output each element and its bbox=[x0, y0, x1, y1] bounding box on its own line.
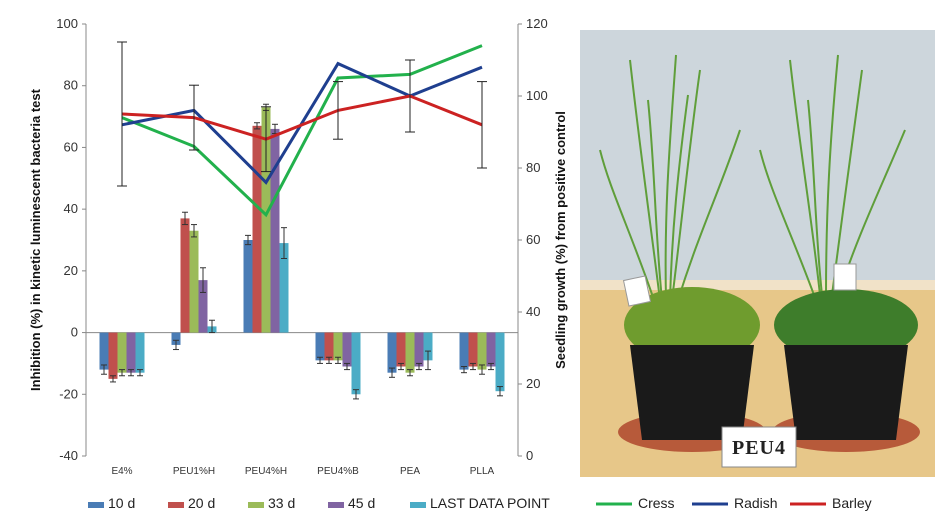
line-radish bbox=[121, 61, 483, 185]
legend-label: Radish bbox=[734, 495, 778, 511]
barley-left bbox=[599, 54, 741, 301]
bar-33-d bbox=[333, 332, 343, 361]
legend: 10 d 20 d 33 d 45 d LAST DATA POINT Cress Radi… bbox=[88, 495, 872, 511]
legend-swatch bbox=[410, 502, 426, 508]
bar-45-d bbox=[342, 332, 352, 367]
bar-33-d bbox=[477, 332, 487, 370]
left-tick-label: 80 bbox=[64, 78, 78, 93]
bar-10-d bbox=[459, 332, 469, 370]
bar-20-d bbox=[252, 125, 262, 333]
category-label: PEU1%H bbox=[173, 466, 215, 477]
right-tick-label: 80 bbox=[526, 160, 540, 175]
legend-label: 33 d bbox=[268, 495, 295, 511]
right-axis-title: Seedling growth (%) from positive contro… bbox=[553, 111, 568, 369]
bar-45-d bbox=[486, 332, 496, 367]
left-tick-label: -20 bbox=[59, 386, 78, 401]
left-tick-label: 0 bbox=[71, 325, 78, 340]
legend-label: 45 d bbox=[348, 495, 375, 511]
bar-10-d bbox=[387, 332, 397, 373]
left-tick-label: 60 bbox=[64, 139, 78, 154]
plant-photo: PEU4 bbox=[580, 30, 935, 477]
bar-20-d bbox=[468, 332, 478, 367]
photo-sky bbox=[580, 30, 935, 280]
left-tick-label: -40 bbox=[59, 448, 78, 463]
bar-10-d bbox=[243, 240, 253, 333]
right-tick-label: 40 bbox=[526, 304, 540, 319]
cress-left bbox=[624, 287, 760, 363]
pot-left bbox=[630, 345, 754, 440]
bar-last-data-point bbox=[135, 332, 145, 373]
photo-label-card bbox=[721, 426, 797, 468]
legend-swatch bbox=[248, 502, 264, 508]
bar-10-d bbox=[315, 332, 325, 361]
bar-20-d bbox=[324, 332, 334, 361]
category-label: PEU4%H bbox=[245, 466, 287, 477]
right-tick-label: 20 bbox=[526, 376, 540, 391]
bar-33-d bbox=[405, 332, 415, 373]
bar-33-d bbox=[117, 332, 127, 373]
category-label: PLLA bbox=[470, 466, 495, 477]
legend-label: 20 d bbox=[188, 495, 215, 511]
right-tick-label: 120 bbox=[526, 16, 548, 31]
pot-right bbox=[784, 345, 908, 440]
right-tick-label: 60 bbox=[526, 232, 540, 247]
legend-label: LAST DATA POINT bbox=[430, 495, 550, 511]
bar-20-d bbox=[180, 218, 190, 333]
line-cress bbox=[121, 44, 483, 218]
bar-45-d bbox=[270, 128, 280, 333]
bar-45-d bbox=[198, 280, 208, 333]
legend-label: Cress bbox=[638, 495, 675, 511]
right-tick-label: 100 bbox=[526, 88, 548, 103]
bar-last-data-point bbox=[279, 243, 289, 333]
bar-33-d bbox=[189, 230, 199, 333]
left-tick-label: 40 bbox=[64, 201, 78, 216]
legend-label: Barley bbox=[832, 495, 872, 511]
photo-label: PEU4 bbox=[732, 437, 786, 459]
plant-tag-right bbox=[833, 263, 857, 291]
category-label: PEU4%B bbox=[317, 466, 359, 477]
left-axis-title: Inhibition (%) in kinetic luminescent ba… bbox=[28, 88, 43, 391]
left-tick-label: 100 bbox=[56, 16, 78, 31]
line-barley bbox=[121, 94, 483, 141]
bar-33-d bbox=[261, 107, 271, 333]
bar-45-d bbox=[414, 332, 424, 367]
left-tick-label: 20 bbox=[64, 263, 78, 278]
legend-swatch bbox=[328, 502, 344, 508]
plot-area: -40 -20 0 20 40 60 80 100 0 20 40 60 80 100 120 E4% PEU1… bbox=[28, 16, 568, 477]
bar-10-d bbox=[171, 332, 181, 345]
legend-swatch bbox=[88, 502, 104, 508]
bar-20-d bbox=[396, 332, 406, 367]
legend-swatch bbox=[168, 502, 184, 508]
bar-20-d bbox=[108, 332, 118, 379]
right-tick-label: 0 bbox=[526, 448, 533, 463]
bar-45-d bbox=[126, 332, 136, 373]
bar-10-d bbox=[99, 332, 109, 370]
legend-label: 10 d bbox=[108, 495, 135, 511]
bar-last-data-point bbox=[495, 332, 505, 392]
radish-right bbox=[774, 289, 918, 361]
category-label: E4% bbox=[111, 466, 132, 477]
bar-last-data-point bbox=[423, 332, 433, 361]
bar-last-data-point bbox=[351, 332, 361, 395]
category-label: PEA bbox=[400, 466, 420, 477]
plant-tag-left bbox=[622, 275, 652, 307]
